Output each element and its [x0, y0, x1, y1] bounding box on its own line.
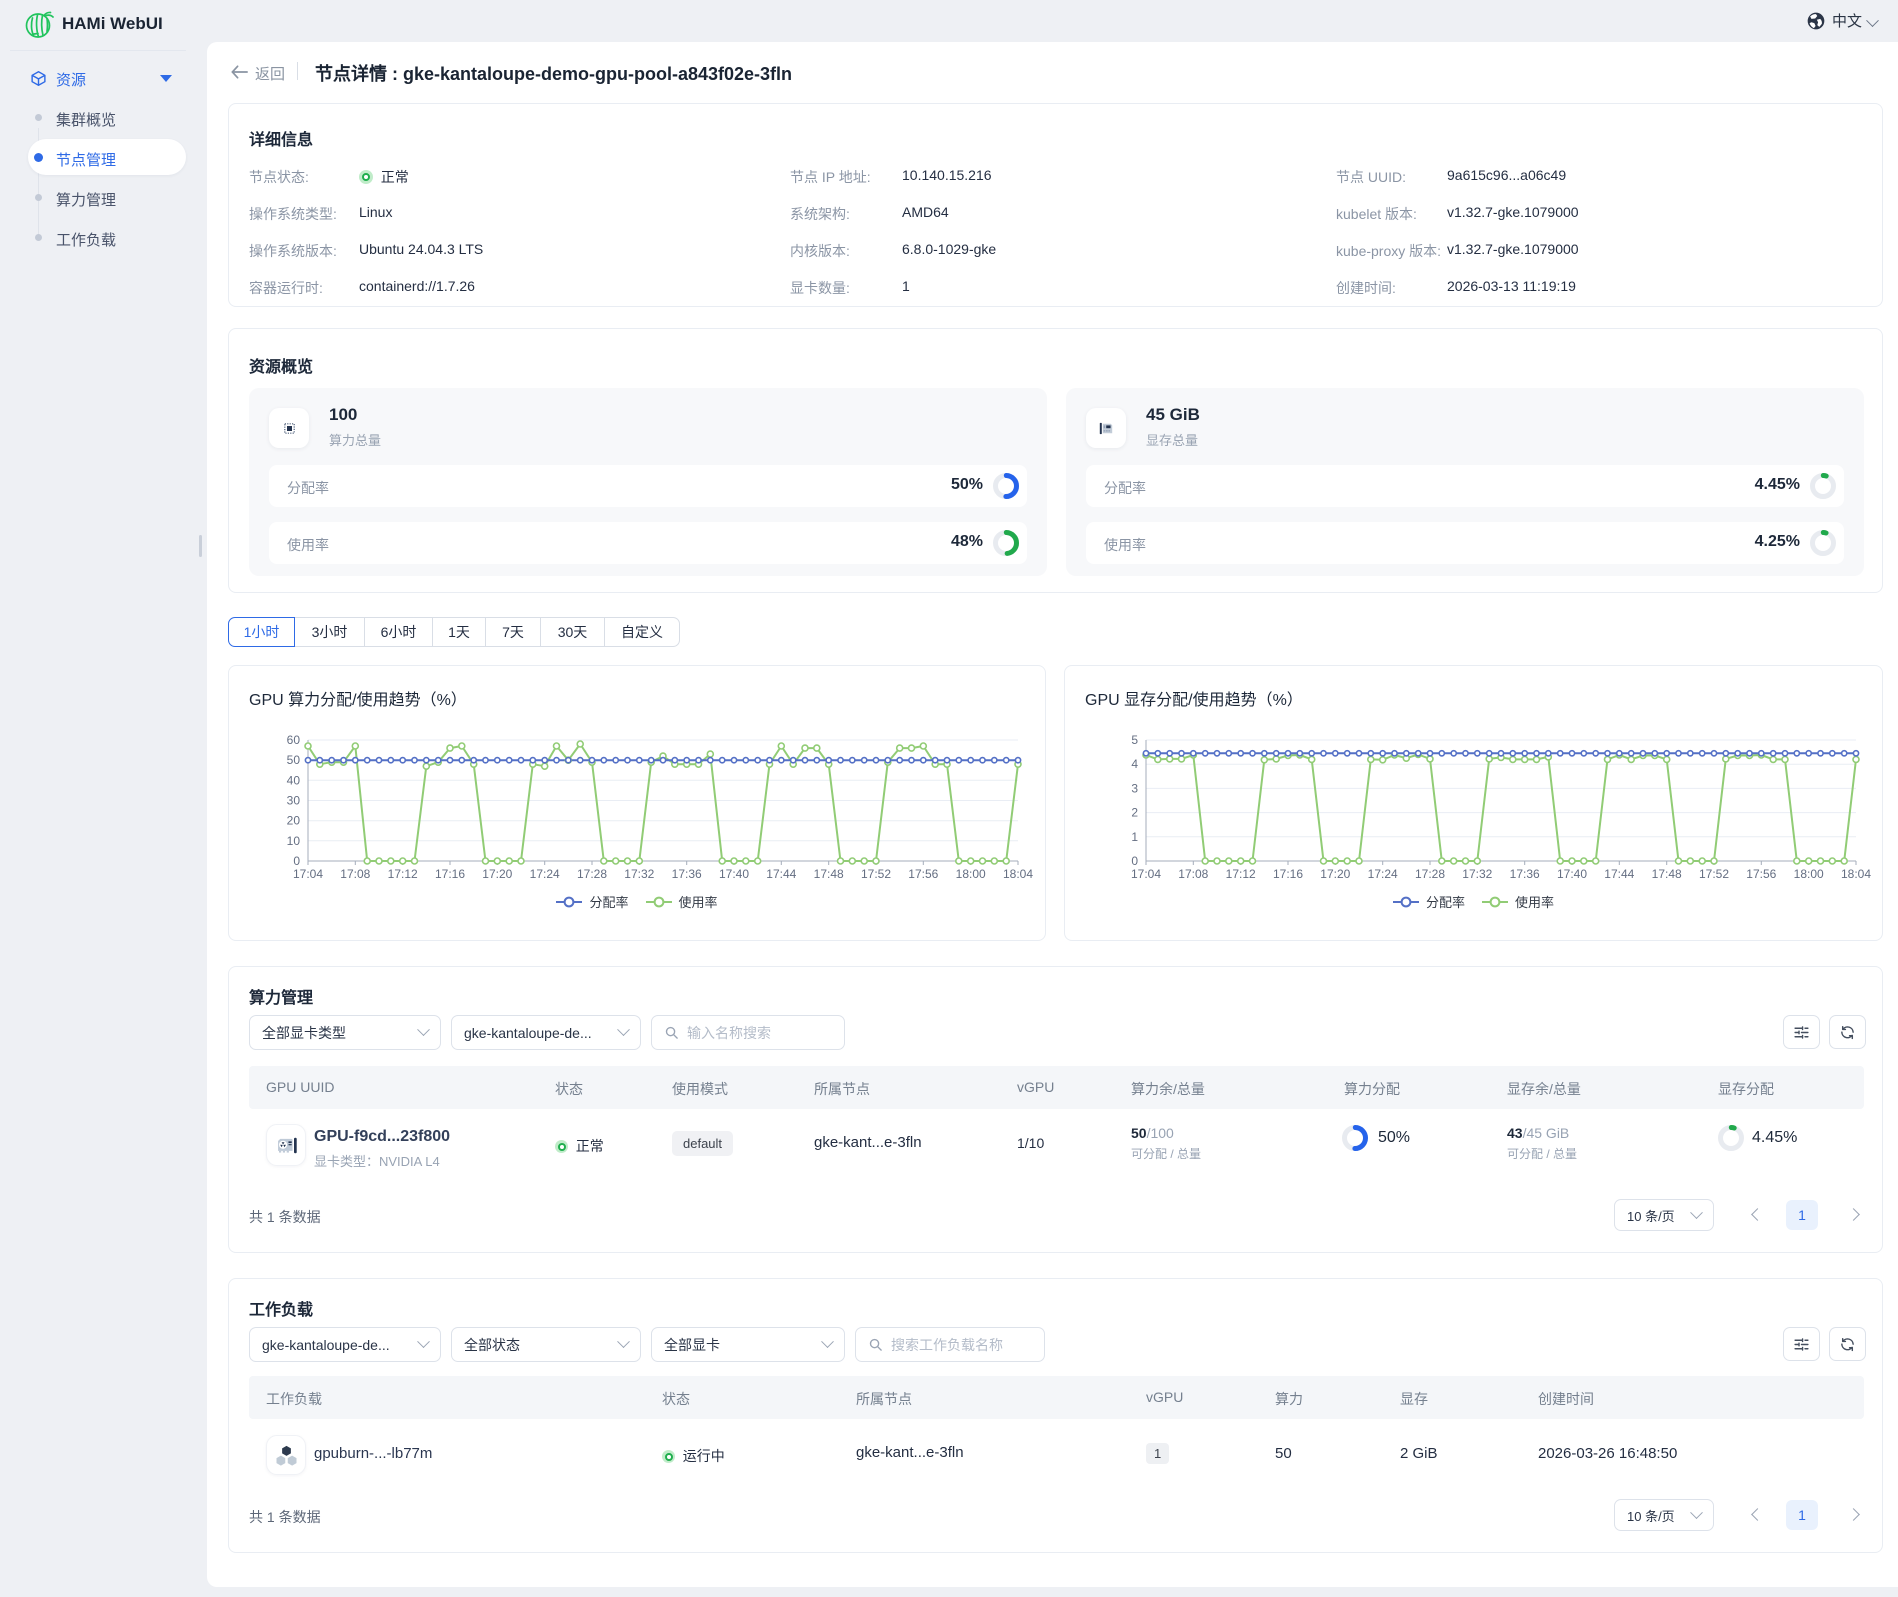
svg-text:17:52: 17:52 — [1699, 867, 1729, 881]
svg-text:17:28: 17:28 — [1415, 867, 1445, 881]
svg-text:17:24: 17:24 — [530, 867, 560, 881]
svg-text:17:52: 17:52 — [861, 867, 891, 881]
svg-text:18:04: 18:04 — [1003, 867, 1033, 881]
svg-text:17:04: 17:04 — [1131, 867, 1161, 881]
svg-text:50: 50 — [287, 753, 301, 767]
svg-text:17:16: 17:16 — [1273, 867, 1303, 881]
svg-text:17:16: 17:16 — [435, 867, 465, 881]
svg-text:17:48: 17:48 — [1652, 867, 1682, 881]
svg-text:17:12: 17:12 — [1226, 867, 1256, 881]
svg-text:17:20: 17:20 — [482, 867, 512, 881]
svg-text:17:08: 17:08 — [1178, 867, 1208, 881]
svg-text:0: 0 — [293, 854, 300, 868]
svg-text:17:08: 17:08 — [340, 867, 370, 881]
svg-text:17:36: 17:36 — [1510, 867, 1540, 881]
svg-text:17:24: 17:24 — [1368, 867, 1398, 881]
svg-text:17:48: 17:48 — [814, 867, 844, 881]
svg-text:17:20: 17:20 — [1320, 867, 1350, 881]
svg-text:17:40: 17:40 — [1557, 867, 1587, 881]
svg-text:17:32: 17:32 — [1462, 867, 1492, 881]
svg-text:17:04: 17:04 — [293, 867, 323, 881]
svg-text:30: 30 — [287, 794, 301, 808]
svg-text:17:56: 17:56 — [1746, 867, 1776, 881]
svg-text:17:56: 17:56 — [908, 867, 938, 881]
svg-text:17:44: 17:44 — [766, 867, 796, 881]
svg-text:5: 5 — [1131, 733, 1138, 747]
svg-text:18:04: 18:04 — [1841, 867, 1871, 881]
svg-text:17:12: 17:12 — [388, 867, 418, 881]
svg-text:17:36: 17:36 — [672, 867, 702, 881]
svg-text:17:44: 17:44 — [1604, 867, 1634, 881]
svg-text:2: 2 — [1131, 806, 1138, 820]
svg-text:17:40: 17:40 — [719, 867, 749, 881]
svg-text:18:00: 18:00 — [1794, 867, 1824, 881]
svg-text:0: 0 — [1131, 854, 1138, 868]
svg-text:40: 40 — [287, 773, 301, 787]
svg-text:1: 1 — [1131, 830, 1138, 844]
svg-text:17:32: 17:32 — [624, 867, 654, 881]
svg-text:10: 10 — [287, 834, 301, 848]
svg-text:17:28: 17:28 — [577, 867, 607, 881]
svg-text:20: 20 — [287, 814, 301, 828]
svg-text:18:00: 18:00 — [956, 867, 986, 881]
svg-text:3: 3 — [1131, 781, 1138, 795]
svg-text:60: 60 — [287, 733, 301, 747]
svg-text:4: 4 — [1131, 757, 1138, 771]
